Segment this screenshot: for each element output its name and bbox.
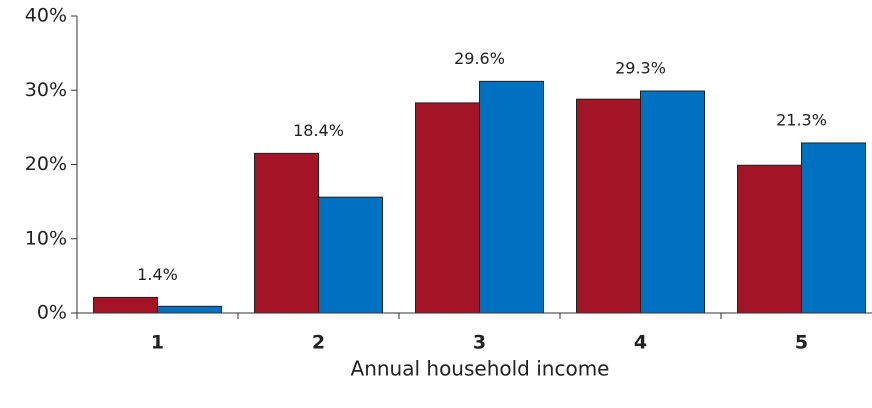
group-label: 1.4%	[137, 265, 178, 284]
y-tick-label: 0%	[37, 302, 67, 324]
y-tick-label: 40%	[25, 5, 67, 27]
group-label: 29.3%	[615, 58, 666, 77]
x-axis-label: Annual household income	[351, 357, 610, 381]
bar	[157, 305, 222, 314]
bar	[415, 102, 480, 314]
group-label: 29.6%	[454, 49, 505, 68]
group-label: 21.3%	[776, 110, 827, 129]
bar	[93, 296, 158, 314]
bar	[318, 196, 383, 314]
y-tick-label: 20%	[25, 153, 67, 175]
bar	[801, 142, 866, 314]
y-tick-label: 30%	[25, 79, 67, 101]
x-tick-label: 5	[795, 332, 808, 354]
y-tick-label: 10%	[25, 227, 67, 249]
bar	[737, 164, 802, 314]
x-tick-label: 3	[473, 332, 486, 354]
bar	[576, 98, 641, 314]
bar	[479, 80, 544, 314]
group-label: 18.4%	[293, 121, 344, 140]
x-tick-label: 2	[312, 332, 325, 354]
bar	[640, 90, 705, 314]
x-tick-label: 1	[151, 332, 164, 354]
bar	[254, 152, 319, 314]
x-tick-label: 4	[634, 332, 647, 354]
